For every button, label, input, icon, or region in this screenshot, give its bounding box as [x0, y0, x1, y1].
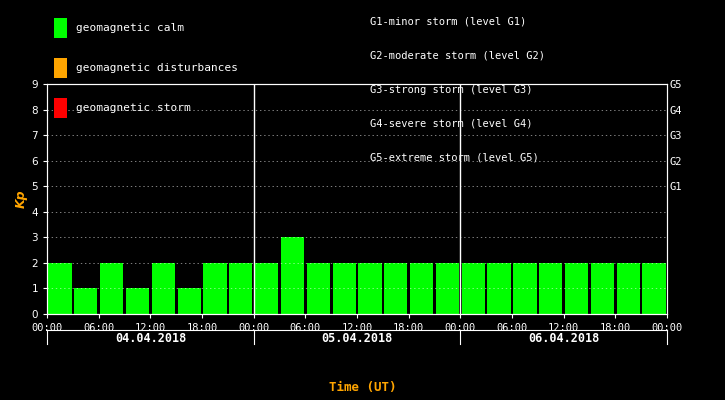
Text: geomagnetic storm: geomagnetic storm [76, 103, 191, 113]
Bar [126, 288, 149, 314]
Bar [255, 263, 278, 314]
Text: 06.04.2018: 06.04.2018 [528, 332, 600, 346]
Text: 05.04.2018: 05.04.2018 [321, 332, 393, 346]
Bar [487, 263, 510, 314]
Text: geomagnetic disturbances: geomagnetic disturbances [76, 63, 238, 73]
Bar [565, 263, 588, 314]
Bar [539, 263, 563, 314]
Bar [642, 263, 666, 314]
Bar [333, 263, 356, 314]
Bar [358, 263, 381, 314]
Text: G1-minor storm (level G1): G1-minor storm (level G1) [370, 17, 526, 27]
Bar [152, 263, 175, 314]
Bar [436, 263, 459, 314]
Bar [591, 263, 614, 314]
Bar [513, 263, 536, 314]
Bar [229, 263, 252, 314]
Text: geomagnetic calm: geomagnetic calm [76, 23, 184, 33]
Bar [307, 263, 330, 314]
Bar [462, 263, 485, 314]
Text: G4-severe storm (level G4): G4-severe storm (level G4) [370, 119, 532, 129]
Text: Time (UT): Time (UT) [328, 381, 397, 394]
Text: 04.04.2018: 04.04.2018 [115, 332, 186, 346]
Text: G2-moderate storm (level G2): G2-moderate storm (level G2) [370, 51, 544, 61]
Bar [384, 263, 407, 314]
Bar [74, 288, 97, 314]
Text: G3-strong storm (level G3): G3-strong storm (level G3) [370, 85, 532, 95]
Text: G5-extreme storm (level G5): G5-extreme storm (level G5) [370, 153, 539, 163]
Bar [410, 263, 434, 314]
Bar [178, 288, 201, 314]
Bar [617, 263, 640, 314]
Bar [49, 263, 72, 314]
Bar [281, 237, 304, 314]
Bar [100, 263, 123, 314]
Bar [204, 263, 227, 314]
Y-axis label: Kp: Kp [14, 190, 28, 208]
